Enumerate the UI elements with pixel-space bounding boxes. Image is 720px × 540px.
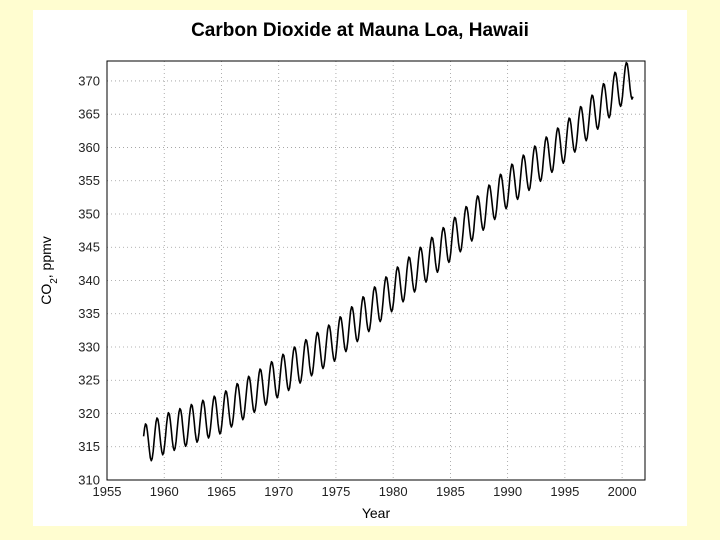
y-tick-label: 315 <box>78 439 100 454</box>
y-tick-label: 310 <box>78 473 100 488</box>
x-tick-label: 1990 <box>493 484 522 499</box>
y-tick-label: 350 <box>78 206 100 221</box>
y-tick-label: 330 <box>78 339 100 354</box>
grid <box>106 61 645 481</box>
y-tick-label: 355 <box>78 173 100 188</box>
x-tick-label: 1965 <box>207 484 236 499</box>
x-tick-label: 1970 <box>264 484 293 499</box>
chart-panel: Carbon Dioxide at Mauna Loa, Hawaii 1955… <box>33 10 687 526</box>
x-tick-label: 1975 <box>321 484 350 499</box>
chart-svg: 1955 1960 1965 1970 1975 1980 1985 1990 1995 2000… <box>38 60 646 521</box>
series-line-co2 <box>142 61 634 462</box>
x-tick-label: 1995 <box>550 484 579 499</box>
chart-title: Carbon Dioxide at Mauna Loa, Hawaii <box>191 20 529 41</box>
x-tick-label: 1960 <box>150 484 179 499</box>
y-tick-label: 340 <box>78 273 100 288</box>
x-tick-label: 1985 <box>436 484 465 499</box>
y-tick-label: 345 <box>78 240 100 255</box>
y-axis-label-subscript: 2 <box>49 278 60 284</box>
y-tick-label: 365 <box>78 107 100 122</box>
x-tick-label: 1980 <box>379 484 408 499</box>
y-axis-label-unit: , ppmv <box>38 236 54 278</box>
y-axis-label: CO2, ppmv <box>38 236 60 305</box>
y-tick-label: 325 <box>78 373 100 388</box>
plot-frame <box>106 60 646 481</box>
tick-labels: 1955 1960 1965 1970 1975 1980 1985 1990 1995 2000… <box>78 73 636 499</box>
y-tick-label: 320 <box>78 406 100 421</box>
x-tick-label: 1955 <box>93 484 122 499</box>
y-tick-label: 360 <box>78 140 100 155</box>
y-axis-label-main: CO <box>38 284 54 305</box>
x-axis-label: Year <box>362 505 391 521</box>
x-tick-label: 2000 <box>608 484 637 499</box>
y-tick-label: 335 <box>78 306 100 321</box>
y-tick-label: 370 <box>78 73 100 88</box>
